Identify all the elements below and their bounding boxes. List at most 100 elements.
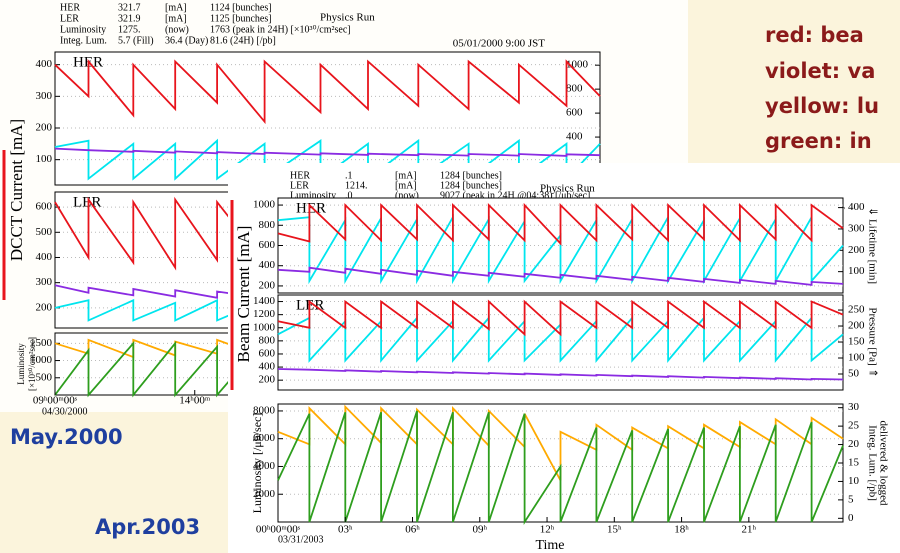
y-tick-label: 400	[36, 58, 53, 70]
y-tick-label: 300	[36, 276, 53, 288]
y2-axis-label: Integ. Lum. [/pb]	[866, 425, 878, 501]
y-tick-label: 600	[259, 239, 276, 251]
data-line	[277, 410, 844, 526]
y-tick-label: 200	[36, 122, 53, 134]
header-text: LER	[60, 13, 79, 24]
y-tick-label: 200	[259, 374, 276, 386]
data-line	[54, 147, 601, 157]
header-text: Luminosity	[60, 24, 106, 35]
y2-tick-label: 0	[848, 512, 854, 524]
y-tick-label: 800	[259, 219, 276, 231]
y-tick-label: 600	[259, 347, 276, 359]
header-text: .1	[345, 170, 353, 181]
y2-tick-label: 300	[848, 222, 865, 234]
header-text: 36.4 (Day)	[165, 35, 208, 46]
y-tick-label: 100	[36, 153, 53, 165]
header-text: 321.7	[118, 2, 141, 13]
y2-tick-label: 400	[566, 131, 583, 143]
header-text: 321.9	[118, 13, 141, 24]
y-axis-label: Beam Current [mA]	[234, 226, 253, 363]
timestamp: 05/01/2000 9:00 JST	[453, 38, 546, 50]
panel-frame	[54, 51, 601, 186]
x-tick-label: 09ʰ	[473, 524, 488, 536]
legend-note: yellow: lu	[765, 94, 879, 118]
y-axis-label: [×10³⁰/cm²sec]	[27, 337, 37, 391]
header-text: [mA]	[165, 13, 187, 24]
y2-axis-label: delivered & logged	[877, 421, 889, 506]
legend-note: red: bea	[765, 23, 864, 47]
header-text: (now)	[165, 24, 189, 35]
data-line	[54, 138, 601, 181]
y-axis-label: DCCT Current [mA]	[7, 119, 26, 261]
data-line	[277, 368, 844, 381]
header-text: .0	[345, 190, 353, 201]
y-tick-label: 800	[259, 334, 276, 346]
y2-tick-label: 100	[848, 265, 865, 277]
panel-label: LER	[73, 194, 101, 210]
header-text: 1124 [bunches]	[210, 2, 272, 13]
y-tick-label: 1000	[30, 354, 53, 366]
header-text: 5.7 (Fill)	[118, 35, 154, 46]
y-tick-label: 200	[259, 279, 276, 291]
y-tick-label: 1400	[253, 295, 276, 307]
y2-tick-label: 50	[848, 368, 860, 380]
data-line	[54, 59, 601, 125]
y-tick-label: 500	[36, 371, 53, 383]
run-mode: Physics Run	[320, 12, 375, 24]
y2-tick-label: 5	[848, 493, 854, 505]
y2-tick-label: 150	[848, 336, 865, 348]
y2-tick-label: 200	[848, 320, 865, 332]
y-tick-label: 4000	[253, 460, 276, 472]
x-tick-label: 14ʰ00ᵐ	[179, 395, 211, 407]
y2-tick-label: 800	[566, 83, 583, 95]
y-tick-label: 1200	[253, 308, 276, 320]
y-tick-label: 1000	[253, 321, 276, 333]
y2-tick-label: 600	[566, 107, 583, 119]
run-mode: Physics Run	[540, 183, 595, 195]
y2-tick-label: 250	[848, 304, 865, 316]
y-axis-label: Luminosity [/μb/sec]	[250, 413, 264, 514]
header-text: 1275.	[118, 24, 141, 35]
header-text: [mA]	[165, 2, 187, 13]
y-tick-label: 1000	[253, 199, 276, 211]
y-tick-label: 1500	[30, 337, 53, 349]
y-tick-label: 2000	[253, 488, 276, 500]
header-text: (now)	[395, 190, 419, 201]
date-label: 04/30/2000	[42, 406, 88, 417]
header-text: HER	[290, 170, 310, 181]
header-text: [mA]	[395, 170, 417, 181]
y2-tick-label: 25	[848, 420, 860, 432]
header-text: Integ. Lum.	[60, 35, 107, 46]
y2-tick-label: 200	[848, 244, 865, 256]
y-tick-label: 500	[36, 226, 53, 238]
x-tick-label: 00ʰ00ᵐ00ˢ	[256, 524, 301, 536]
x-tick-label: 09ʰ00ᵐ00ˢ	[33, 395, 78, 407]
x-axis-label: Time	[535, 538, 564, 553]
header-text: [mA]	[395, 180, 417, 191]
y2-axis-label: Pressure [Pa] ⇑	[866, 307, 878, 377]
y2-tick-label: 30	[848, 401, 860, 413]
y-tick-label: 300	[36, 90, 53, 102]
y-tick-label: 200	[36, 301, 53, 313]
y2-tick-label: 10	[848, 475, 860, 487]
chart-2003: HER .1 [mA] 1284 [bunches] LER 1214. [mA] 1284 …	[228, 163, 900, 553]
date-label: 03/31/2003	[278, 534, 324, 545]
data-line	[277, 299, 844, 337]
x-tick-label: 06ʰ	[405, 524, 420, 536]
y-tick-label: 400	[259, 361, 276, 373]
era-label: May.2000	[10, 425, 123, 449]
header-text: HER	[60, 2, 80, 13]
panel-label: HER	[296, 200, 326, 216]
header-text: 1125 [bunches]	[210, 13, 272, 24]
data-line	[277, 266, 844, 286]
header-text: 9027 (peak in 24H @04:38) [/μb/sec]	[440, 190, 590, 201]
y2-tick-label: 15	[848, 457, 860, 469]
y-tick-label: 600	[36, 201, 53, 213]
header-text: 1763 (peak in 24H) [×10³⁰/cm²sec]	[210, 24, 351, 35]
header-text: 1284 [bunches]	[440, 170, 502, 181]
header-text: LER	[290, 180, 309, 191]
y2-axis-label: ⇓ Lifetime [min]	[866, 207, 878, 284]
data-line	[277, 202, 844, 246]
y2-tick-label: 100	[848, 352, 865, 364]
